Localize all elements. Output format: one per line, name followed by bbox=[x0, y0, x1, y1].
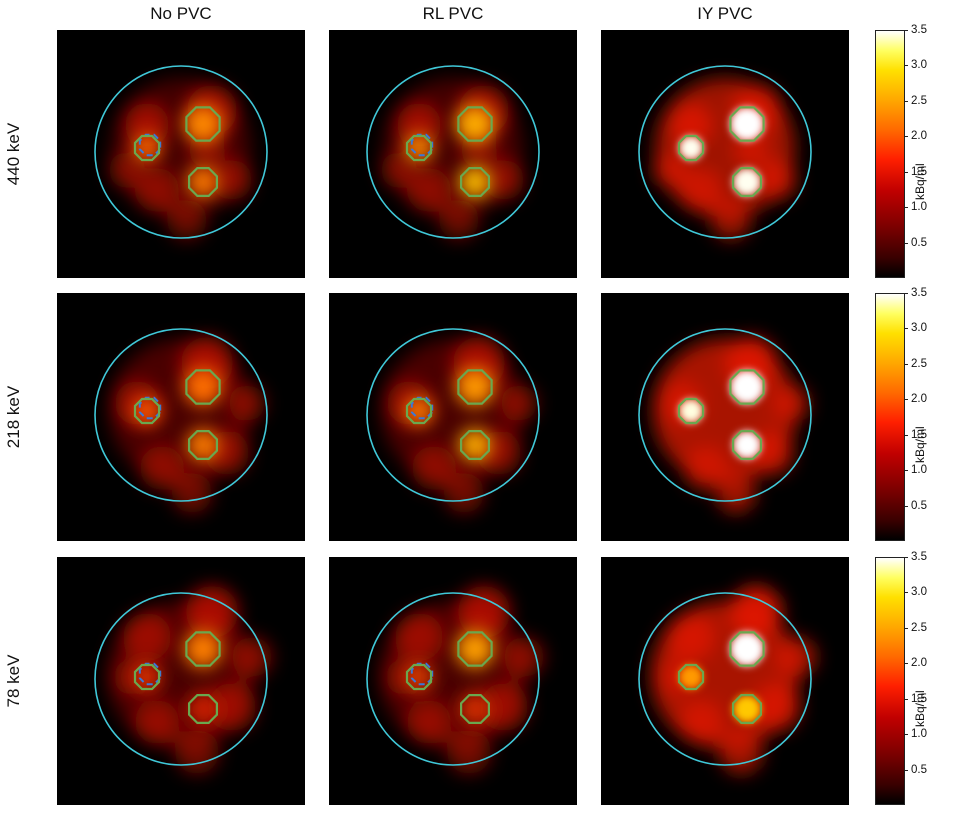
phantom-boundary bbox=[94, 65, 268, 239]
sphere-contour bbox=[460, 694, 490, 724]
sphere-contour bbox=[133, 134, 161, 162]
panel-440kev-no-pvc bbox=[57, 30, 305, 278]
sphere-contour bbox=[732, 167, 762, 197]
colorbar-tick-label: 3.5 bbox=[911, 551, 927, 563]
phantom-boundary bbox=[94, 592, 268, 766]
colorbar-tick-label: 1.0 bbox=[911, 728, 927, 741]
sphere-contour bbox=[677, 134, 705, 162]
colorbar-tick-label: 3.0 bbox=[911, 59, 927, 72]
colorbar-tick-label: 2.5 bbox=[911, 357, 927, 370]
activity-background bbox=[107, 586, 272, 774]
colorbar-gradient bbox=[875, 293, 905, 541]
activity-background bbox=[381, 78, 524, 240]
panel-78kev-no-pvc bbox=[57, 557, 305, 805]
phantom-boundary bbox=[366, 328, 540, 502]
sphere-contour bbox=[457, 106, 493, 142]
row-label-218kev: 218 keV bbox=[4, 385, 23, 449]
activity-background bbox=[653, 78, 796, 240]
sphere-contour bbox=[405, 397, 433, 425]
sphere-contour bbox=[729, 369, 765, 405]
column-title-rl-pvc: RL PVC bbox=[422, 4, 484, 23]
activity-background bbox=[379, 586, 544, 774]
sphere-contour bbox=[729, 631, 765, 667]
sphere-hotspots bbox=[679, 107, 764, 196]
panel-218kev-iy-pvc bbox=[601, 293, 849, 541]
sphere-hotspots bbox=[679, 632, 764, 723]
colorbar-tick-label: 2.0 bbox=[911, 393, 927, 406]
colorbar-tick-label: 0.5 bbox=[911, 763, 927, 776]
sphere-hotspots bbox=[679, 370, 764, 459]
sphere-contour bbox=[185, 369, 221, 405]
sphere-contour bbox=[457, 369, 493, 405]
phantom-boundary bbox=[366, 65, 540, 239]
colorbar-tick-label: 0.5 bbox=[911, 236, 927, 249]
sphere-contour bbox=[133, 397, 161, 425]
colorbar-tick-label: 3.0 bbox=[911, 586, 927, 599]
column-title-no-pvc: No PVC bbox=[150, 4, 212, 23]
sphere-contour bbox=[188, 430, 218, 460]
colorbar-tick-label: 2.5 bbox=[911, 621, 927, 634]
colorbar-tick-label: 1.0 bbox=[911, 201, 927, 214]
colorbar-tick-label: 3.5 bbox=[911, 287, 927, 299]
sphere-contour bbox=[185, 106, 221, 142]
panel-78kev-rl-pvc bbox=[329, 557, 577, 805]
colorbar-tick-label: 1.0 bbox=[911, 464, 927, 477]
misregistered-contour bbox=[138, 396, 162, 420]
sphere-contour bbox=[185, 631, 221, 667]
phantom-boundary bbox=[94, 328, 268, 502]
colorbar-tick-label: 1.5 bbox=[911, 692, 927, 705]
colorbar-row-1: 3.5 3.0 2.5 2.0 1.5 1.0 0.5 kBq/ml bbox=[875, 24, 955, 278]
sphere-contour bbox=[188, 694, 218, 724]
column-title-iy-pvc: IY PVC bbox=[697, 4, 753, 23]
panel-218kev-rl-pvc bbox=[329, 293, 577, 541]
colorbar-row-3: 3.5 3.0 2.5 2.0 1.5 1.0 0.5 kBq/ml bbox=[875, 551, 955, 805]
misregistered-contour bbox=[410, 662, 434, 686]
colorbar-tick-label: 1.5 bbox=[911, 428, 927, 441]
colorbar-tick-label: 3.0 bbox=[911, 322, 927, 335]
sphere-contour bbox=[460, 167, 490, 197]
colorbar-label: kBq/ml bbox=[913, 690, 927, 727]
sphere-contour bbox=[188, 167, 218, 197]
colorbar-tick-label: 0.5 bbox=[911, 499, 927, 512]
colorbar-tick-label: 2.5 bbox=[911, 94, 927, 107]
colorbar-tick-label: 3.5 bbox=[911, 24, 927, 36]
sphere-contour bbox=[677, 397, 705, 425]
misregistered-contour bbox=[410, 396, 434, 420]
colorbar-tick-label: 1.5 bbox=[911, 165, 927, 178]
panel-218kev-no-pvc bbox=[57, 293, 305, 541]
misregistered-contour bbox=[138, 662, 162, 686]
activity-background bbox=[109, 78, 252, 240]
sphere-contour bbox=[677, 663, 705, 691]
colorbar-tick-label: 2.0 bbox=[911, 130, 927, 143]
colorbar-label: kBq/ml bbox=[913, 426, 927, 463]
phantom-boundary bbox=[638, 328, 812, 502]
panel-440kev-rl-pvc bbox=[329, 30, 577, 278]
phantom-boundary bbox=[638, 592, 812, 766]
row-label-440kev: 440 keV bbox=[4, 122, 23, 186]
misregistered-contour bbox=[410, 133, 434, 157]
sphere-contour bbox=[732, 694, 762, 724]
sphere-hotspots bbox=[405, 105, 494, 198]
sphere-contour bbox=[460, 430, 490, 460]
row-label-78kev: 78 keV bbox=[4, 654, 23, 708]
sphere-contour bbox=[405, 134, 433, 162]
misregistered-contour bbox=[138, 133, 162, 157]
sphere-contour bbox=[457, 631, 493, 667]
colorbar-gradient bbox=[875, 30, 905, 278]
colorbar-gradient bbox=[875, 557, 905, 805]
colorbar-label: kBq/ml bbox=[913, 163, 927, 200]
phantom-boundary bbox=[366, 592, 540, 766]
sphere-contour bbox=[405, 663, 433, 691]
sphere-contour bbox=[729, 106, 765, 142]
phantom-boundary bbox=[638, 65, 812, 239]
sphere-contour bbox=[133, 663, 161, 691]
activity-background bbox=[651, 586, 816, 774]
colorbar-tick-label: 2.0 bbox=[911, 657, 927, 670]
sphere-hotspots bbox=[405, 368, 494, 461]
panel-78kev-iy-pvc bbox=[601, 557, 849, 805]
sphere-contour bbox=[732, 430, 762, 460]
panel-440kev-iy-pvc bbox=[601, 30, 849, 278]
colorbar-row-2: 3.5 3.0 2.5 2.0 1.5 1.0 0.5 kBq/ml bbox=[875, 287, 955, 541]
